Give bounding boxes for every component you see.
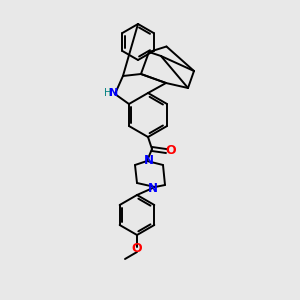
Text: N: N — [144, 154, 154, 166]
Text: O: O — [166, 145, 176, 158]
Text: H: H — [104, 88, 112, 98]
Text: N: N — [148, 182, 158, 194]
Text: N: N — [109, 88, 119, 98]
Text: O: O — [132, 242, 142, 254]
